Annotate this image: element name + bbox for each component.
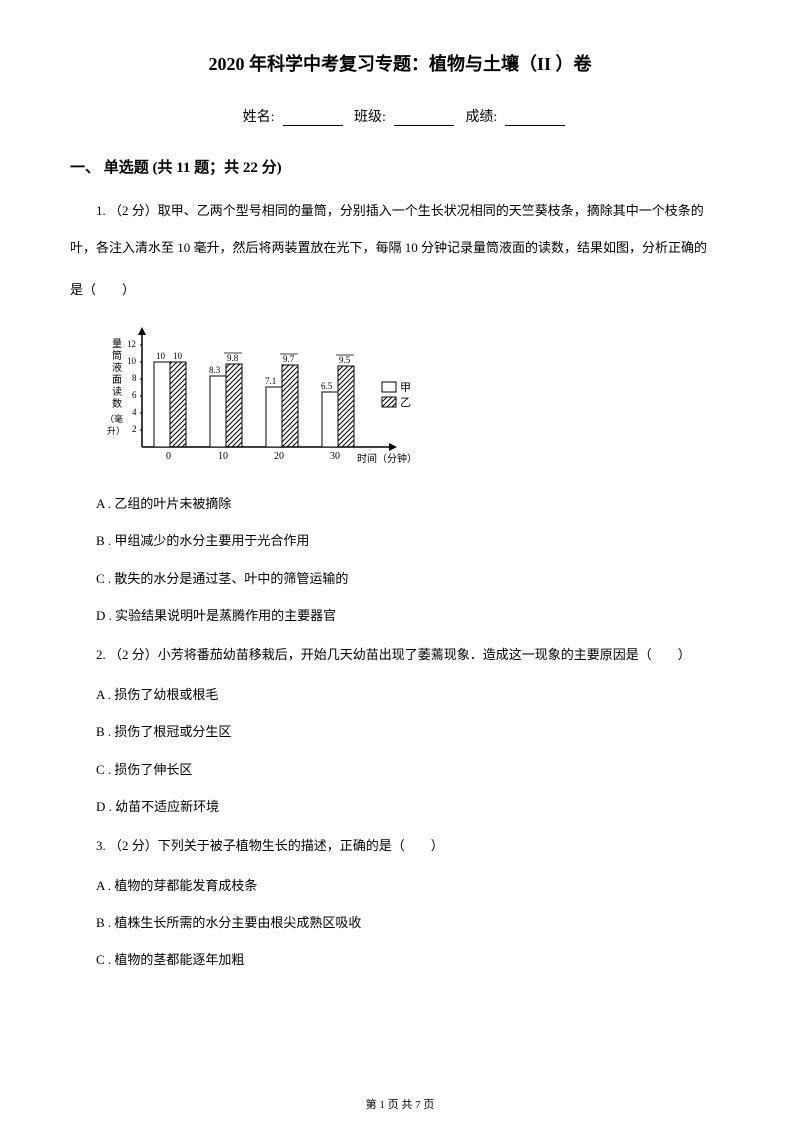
q2-optC: C . 损伤了伸长区: [96, 758, 730, 781]
svg-text:面: 面: [112, 375, 122, 386]
legend-jia-box: [382, 382, 396, 392]
q1-line1: 1. （2 分）取甲、乙两个型号相同的量筒，分别插入一个生长状况相同的天竺葵枝条…: [70, 197, 730, 224]
q1-optC: C . 散失的水分是通过茎、叶中的筛管运输的: [96, 567, 730, 590]
bar-jia-20: [266, 387, 282, 447]
svg-text:（毫: （毫: [105, 413, 123, 424]
bar-yi-30: [338, 366, 354, 447]
ytick-6: 6: [132, 390, 137, 400]
name-label: 姓名:: [243, 110, 275, 125]
bar-yi-10: [226, 364, 242, 447]
legend-jia: 甲: [400, 382, 411, 394]
class-label: 班级:: [354, 110, 386, 125]
q2-text: 2. （2 分）小芳将番茄幼苗移栽后，开始几天幼苗出现了萎蔫现象．造成这一现象的…: [70, 641, 730, 668]
ytick-8: 8: [132, 373, 137, 383]
ytick-12: 12: [127, 339, 136, 349]
svg-text:数: 数: [112, 397, 122, 410]
q2-optD: D . 幼苗不适应新环境: [96, 795, 730, 818]
xtick-10: 10: [218, 451, 228, 462]
val-yi-20: 9.7: [283, 354, 295, 364]
page-title: 2020 年科学中考复习专题：植物与土壤（II ）卷: [70, 50, 730, 76]
q1-optD: D . 实验结果说明叶是蒸腾作用的主要器官: [96, 604, 730, 627]
svg-text:液: 液: [112, 361, 122, 374]
val-yi-30: 9.5: [339, 355, 351, 365]
legend-yi: 乙: [400, 396, 411, 409]
chart: 量 筒 液 面 读 数 （毫 升） 12 10 8 6 4 2 10 10 0 …: [102, 317, 442, 472]
ytick-2: 2: [132, 424, 137, 434]
score-label: 成绩:: [465, 110, 497, 125]
chart-svg: 量 筒 液 面 读 数 （毫 升） 12 10 8 6 4 2 10 10 0 …: [102, 317, 442, 472]
q1-optA: A . 乙组的叶片未被摘除: [96, 492, 730, 515]
bar-jia-10: [210, 376, 226, 447]
q3-text: 3. （2 分）下列关于被子植物生长的描述，正确的是（ ）: [70, 832, 730, 859]
xtick-20: 20: [274, 451, 284, 462]
bar-jia-0: [154, 362, 170, 447]
name-blank: [283, 125, 343, 126]
val-jia-0: 10: [156, 351, 166, 361]
q2-optB: B . 损伤了根冠或分生区: [96, 720, 730, 743]
q3-optA: A . 植物的芽都能发育成枝条: [96, 874, 730, 897]
y-axis-char: 量: [112, 338, 122, 350]
bar-yi-20: [282, 365, 298, 447]
q1-optB: B . 甲组减少的水分主要用于光合作用: [96, 529, 730, 552]
bar-jia-30: [322, 392, 338, 447]
val-yi-10: 9.8: [227, 353, 239, 363]
info-row: 姓名: 班级: 成绩:: [70, 106, 730, 126]
q2-optA: A . 损伤了幼根或根毛: [96, 683, 730, 706]
q3-optB: B . 植株生长所需的水分主要由根尖成熟区吸收: [96, 911, 730, 934]
bar-yi-0: [170, 362, 186, 447]
ytick-4: 4: [132, 407, 137, 417]
section-header: 一、 单选题 (共 11 题；共 22 分): [70, 156, 730, 177]
svg-text:筒: 筒: [112, 349, 122, 362]
class-blank: [394, 125, 454, 126]
q1-line2: 叶，各注入清水至 10 毫升，然后将两装置放在光下，每隔 10 分钟记录量筒液面…: [70, 234, 730, 261]
xtick-0: 0: [166, 451, 171, 462]
score-blank: [505, 125, 565, 126]
page-footer: 第 1 页 共 7 页: [0, 1096, 800, 1112]
x-axis-label: 时间（分钟）: [357, 452, 417, 465]
legend-yi-box: [382, 397, 396, 407]
q1-line3: 是（ ）: [70, 276, 730, 303]
val-jia-30: 6.5: [321, 381, 333, 391]
xtick-30: 30: [330, 451, 340, 462]
val-yi-0: 10: [173, 351, 183, 361]
svg-text:读: 读: [112, 385, 122, 398]
val-jia-10: 8.3: [209, 365, 221, 375]
val-jia-20: 7.1: [265, 376, 276, 386]
svg-text:升）: 升）: [107, 426, 125, 436]
ytick-10: 10: [127, 356, 137, 366]
q3-optC: C . 植物的茎都能逐年加粗: [96, 948, 730, 971]
